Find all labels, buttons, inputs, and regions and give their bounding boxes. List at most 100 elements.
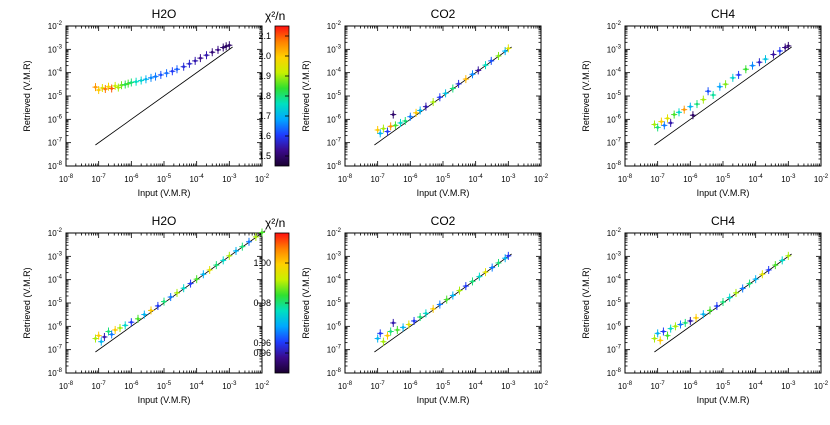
data-point [234,249,238,253]
y-tick-label: 10-3 [327,251,342,261]
y-axis-label: Retrieved (V.M.R) [22,60,32,131]
data-point [382,340,385,344]
data-point [414,111,418,115]
y-tick-label: 10-5 [607,298,622,308]
data-point [701,98,705,102]
data-point [169,295,173,299]
y-tick-label: 10-3 [607,44,622,54]
panel-title: H2O [152,7,177,21]
y-tick-label: 10-5 [48,298,63,308]
colorbar-cb2: 0.960.96 0.98 1.00 χ²/n [253,216,290,374]
data-point [144,77,148,81]
data-point [754,277,758,281]
y-tick-label: 10-6 [607,321,622,331]
data-point [464,284,468,288]
data-point [378,131,382,135]
y-tick-label: 10-2 [327,228,342,238]
x-tick-label: 10-4 [469,381,484,391]
data-point [424,105,428,109]
data-point [669,121,673,125]
data-point [376,128,380,132]
data-point [113,328,117,332]
data-point [677,110,681,114]
data-point [193,59,197,63]
y-tick-label: 10-5 [327,91,342,101]
data-point [391,321,395,325]
x-tick-label: 10-4 [749,381,764,391]
data-point [683,321,687,325]
data-point [162,300,166,303]
x-tick-label: 10-6 [403,381,418,391]
data-point [391,113,395,116]
data-point [182,286,186,290]
data-point [389,124,393,128]
data-point [734,291,738,295]
data-point [386,334,389,338]
x-tick-label: 10-4 [749,174,764,184]
data-point [691,113,695,117]
data-point [110,87,114,90]
y-tick-label: 10-5 [607,91,622,101]
data-point [659,120,663,123]
data-point [445,298,449,301]
x-tick-label: 10-5 [716,174,731,184]
data-point [129,320,133,324]
colorbar-tick-label: 1.9 [258,71,271,81]
data-point [484,63,487,67]
data-point [129,81,133,84]
data-point [149,76,153,80]
data-point [744,67,748,71]
data-point [395,328,399,332]
x-tick-label: 10-5 [436,381,451,391]
data-point [497,54,500,58]
x-axis-label: Input (V.M.R) [697,188,750,198]
data-point [757,60,761,64]
x-tick-label: 10-6 [124,174,139,184]
data-point [464,77,468,81]
y-tick-label: 10-4 [48,275,63,285]
data-point [457,82,460,86]
y-tick-label: 10-5 [327,298,342,308]
data-point [201,272,205,276]
data-point [165,71,168,75]
y-tick-label: 10-8 [48,161,63,171]
x-tick-label: 10-4 [190,174,205,184]
data-point [773,263,777,267]
x-tick-label: 10-2 [814,174,829,184]
x-tick-label: 10-3 [501,381,516,391]
data-point [424,311,428,315]
y-tick-label: 10-6 [607,114,622,124]
data-point [189,282,192,285]
y-axis-label: Retrieved (V.M.R) [301,60,311,131]
y-tick-label: 10-7 [327,138,342,148]
x-tick-label: 10-3 [781,381,796,391]
x-axis-label: Input (V.M.R) [697,395,750,405]
data-point [728,296,732,300]
data-point [182,65,186,69]
data-point [403,119,407,123]
data-point [718,85,722,89]
x-tick-label: 10-8 [618,381,633,391]
data-point [476,69,480,72]
data-point [506,254,510,258]
x-tick-label: 10-2 [534,381,549,391]
data-point [260,231,264,234]
data-point [118,326,122,330]
data-point [175,67,179,71]
x-axis-label: Input (V.M.R) [417,188,470,198]
data-point [490,266,494,269]
data-point [389,330,393,333]
data-point [94,85,97,89]
colorbar-tick-label: 2.0 [258,51,271,61]
y-tick-label: 10-4 [607,275,622,285]
x-tick-label: 10-4 [190,381,205,391]
colorbar-title: χ²/n [265,9,285,23]
data-point [484,270,487,274]
x-tick-label: 10-8 [59,381,74,391]
y-tick-label: 10-7 [327,345,342,355]
data-point [662,330,665,333]
data-point [682,108,686,112]
data-point [737,73,740,77]
data-point [386,130,389,133]
